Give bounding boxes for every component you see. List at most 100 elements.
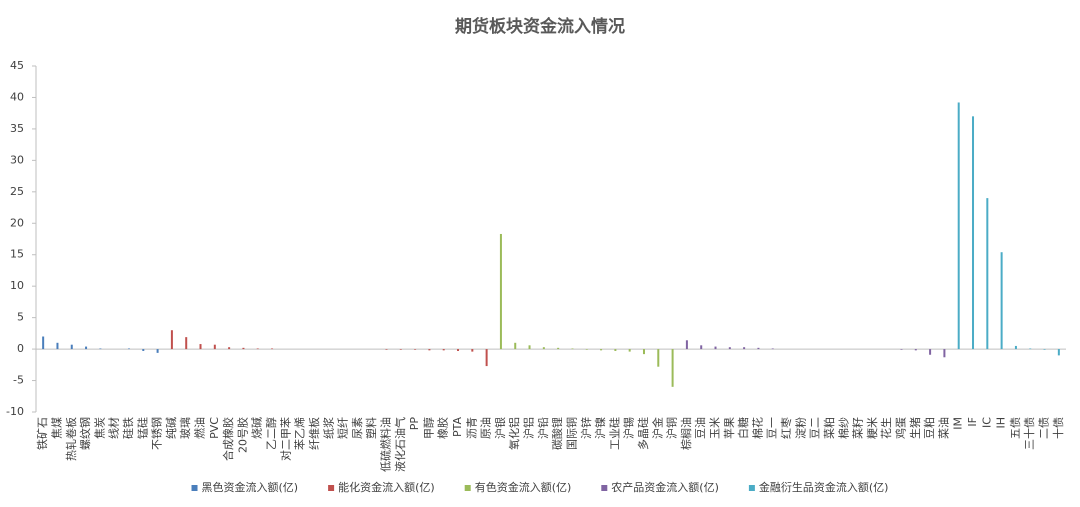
bar: [1043, 349, 1046, 350]
x-tick-label: 沪铝: [522, 417, 536, 439]
bar: [199, 344, 202, 350]
x-tick-label: 原油: [479, 417, 493, 439]
y-tick-label: -10: [6, 405, 24, 418]
bar: [471, 349, 474, 352]
bar: [628, 349, 631, 352]
bar: [1014, 345, 1017, 350]
x-tick-label: IH: [995, 417, 1008, 429]
x-tick-label: 20号胶: [235, 417, 249, 453]
bar: [714, 346, 717, 350]
bar: [70, 344, 73, 350]
x-tick-label: 二债: [1037, 417, 1051, 439]
x-tick-label: 鸡蛋: [893, 417, 907, 439]
bar: [600, 349, 603, 351]
x-tick-label: 沥青: [465, 417, 478, 439]
x-tick-label: 纯碱: [165, 417, 178, 439]
x-tick-label: 橡胶: [436, 417, 450, 439]
bar: [757, 347, 760, 350]
bar: [929, 349, 932, 355]
bar: [1029, 348, 1032, 350]
x-tick-label: 粳米: [865, 417, 879, 439]
bar: [56, 342, 59, 350]
bar: [614, 349, 617, 351]
x-tick-label: 尿素: [351, 417, 364, 439]
x-tick-label: 白糖: [736, 417, 750, 439]
x-tick-label: 沪锌: [579, 417, 593, 439]
legend-label: 有色资金流入额(亿): [475, 480, 572, 494]
bar: [399, 349, 402, 350]
x-tick-label: 甲醇: [421, 417, 435, 439]
bar: [542, 347, 545, 350]
y-tick-label: 40: [10, 90, 24, 103]
x-tick-label: 豆二: [809, 417, 822, 439]
x-tick-label: 焦煤: [50, 417, 63, 439]
y-tick-label: 30: [10, 153, 24, 166]
x-tick-label: IC: [980, 417, 993, 428]
chart-title: 期货板块资金流入情况: [455, 16, 625, 37]
bar: [972, 116, 975, 350]
x-tick-label: 花生: [879, 417, 893, 439]
bar: [671, 349, 674, 387]
x-tick-label: 铁矿石: [36, 417, 49, 450]
x-tick-label: 对二甲苯: [278, 417, 292, 461]
bar: [557, 347, 560, 350]
bar: [685, 340, 688, 350]
legend-swatch: [748, 485, 755, 491]
bar: [442, 349, 445, 351]
bar: [42, 336, 45, 350]
bar: [156, 349, 159, 353]
legend-label: 农产品资金流入额(亿): [611, 480, 719, 494]
bar: [99, 348, 102, 350]
x-tick-label: 液化石油气: [393, 417, 407, 472]
bar: [943, 349, 946, 358]
x-tick-label: 合成橡胶: [221, 417, 235, 461]
x-tick-label: 菜籽: [852, 417, 865, 439]
x-tick-label: PTA: [451, 417, 464, 437]
legend-swatch: [328, 485, 335, 491]
x-tick-label: 螺纹钢: [78, 417, 92, 450]
bar: [85, 346, 88, 350]
bar: [428, 349, 431, 351]
x-tick-label: 豆粕: [922, 417, 936, 439]
x-tick-label: 苯乙烯: [293, 417, 307, 450]
bar: [127, 348, 130, 350]
bar: [1057, 349, 1060, 356]
x-tick-label: 菜粕: [822, 417, 836, 439]
x-tick-label: 多晶硅: [636, 417, 650, 450]
x-tick-label: 纸浆: [321, 417, 335, 439]
bar: [170, 330, 173, 350]
x-tick-label: 棉纱: [836, 417, 850, 439]
bar: [1000, 252, 1003, 350]
bar: [385, 349, 388, 350]
bar: [585, 349, 588, 350]
bar: [256, 348, 259, 350]
bar: [213, 344, 216, 350]
bar: [957, 102, 960, 350]
x-tick-label: 纤维板: [307, 417, 321, 450]
x-tick-label: 豆油: [693, 417, 707, 439]
x-tick-label: 三十债: [1022, 417, 1036, 450]
x-tick-label: 热轧卷板: [64, 417, 78, 461]
x-tick-label: 棉花: [750, 417, 764, 439]
bar: [642, 349, 645, 355]
legend-swatch: [601, 485, 608, 491]
bar: [986, 198, 989, 350]
x-tick-label: 线材: [107, 417, 121, 439]
bar: [142, 349, 145, 351]
bar: [242, 347, 245, 350]
x-tick-label: 沪金: [650, 417, 664, 439]
y-tick-label: 20: [10, 216, 24, 229]
bar: [499, 233, 502, 350]
bar: [528, 345, 531, 350]
bar: [914, 349, 917, 351]
y-tick-label: 5: [17, 311, 24, 324]
bar: [657, 349, 660, 367]
legend-label: 能化资金流入额(亿): [338, 480, 435, 494]
y-tick-label: -5: [13, 374, 24, 387]
x-tick-label: IF: [966, 417, 979, 427]
bar: [414, 349, 417, 350]
bar: [571, 348, 574, 350]
y-tick-label: 10: [10, 279, 24, 292]
x-tick-label: 乙二醇: [264, 417, 278, 450]
x-tick-label: PP: [408, 417, 421, 431]
